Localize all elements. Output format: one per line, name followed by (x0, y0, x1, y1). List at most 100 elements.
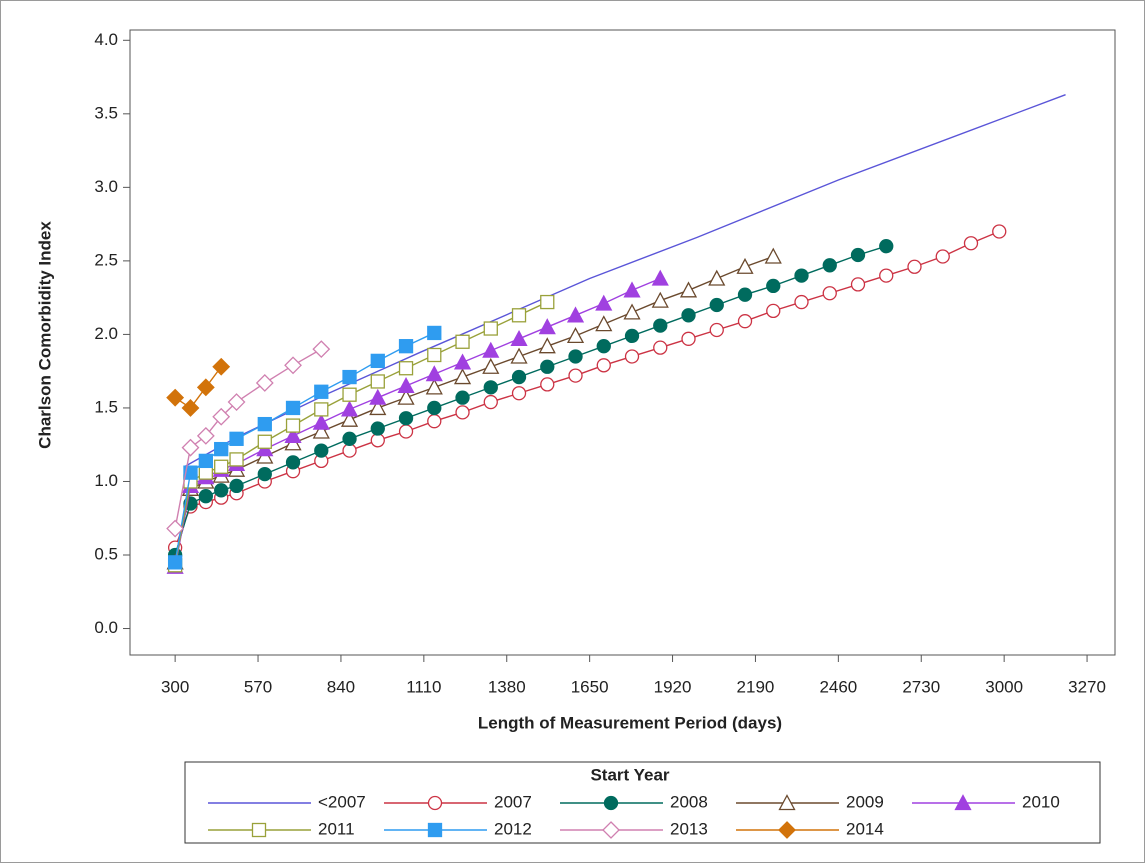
data-point (284, 427, 302, 444)
data-point (540, 294, 555, 310)
data-point (709, 297, 724, 313)
data-point (850, 277, 866, 292)
legend-label: 2014 (846, 819, 884, 838)
data-point (229, 478, 244, 494)
data-point (653, 318, 668, 333)
y-tick-label: 0.0 (94, 618, 118, 637)
data-point (595, 294, 613, 311)
data-point (257, 416, 272, 432)
x-tick-label: 3000 (985, 677, 1023, 696)
data-point (596, 339, 611, 354)
legend-label: 2007 (494, 792, 532, 811)
data-point (196, 378, 215, 397)
legend-marker (603, 795, 619, 811)
legend-marker (251, 822, 267, 838)
x-tick-label: 2730 (902, 677, 940, 696)
data-point (766, 303, 781, 319)
data-point (653, 340, 668, 355)
data-point (196, 426, 215, 445)
data-point (568, 349, 583, 364)
data-point (568, 368, 583, 383)
data-point (879, 268, 894, 283)
data-point (455, 334, 470, 349)
data-point (511, 369, 527, 385)
data-point (229, 452, 244, 467)
data-point (198, 489, 213, 504)
data-point (737, 287, 753, 302)
data-point (822, 258, 837, 273)
data-point (370, 433, 385, 448)
data-point (963, 236, 979, 251)
series-line (174, 301, 548, 566)
data-point (935, 249, 950, 264)
y-tick-label: 2.0 (94, 324, 118, 343)
data-point (255, 374, 274, 392)
data-point (257, 434, 272, 449)
data-point (181, 399, 200, 417)
data-point (314, 384, 329, 399)
x-tick-label: 2460 (819, 677, 857, 696)
series-line (174, 245, 887, 556)
data-point (427, 347, 442, 363)
y-tick-label: 2.5 (94, 250, 118, 269)
data-point (212, 407, 231, 426)
legend-title: Start Year (590, 765, 669, 784)
x-tick-label: 1110 (406, 677, 441, 696)
data-point (214, 483, 229, 498)
data-point (369, 399, 387, 416)
data-point (198, 453, 213, 469)
data-point (709, 322, 724, 338)
data-point (398, 411, 414, 426)
data-point (510, 329, 528, 346)
data-point (427, 400, 442, 416)
data-point (427, 325, 442, 341)
data-point (595, 315, 613, 332)
data-point (427, 414, 442, 429)
data-point (764, 247, 782, 264)
data-point (651, 291, 669, 308)
data-point (284, 356, 302, 375)
data-point (879, 239, 894, 254)
data-point (198, 465, 213, 480)
data-point (397, 388, 415, 405)
data-point (397, 377, 415, 394)
data-point (342, 431, 357, 446)
data-point (214, 441, 229, 457)
data-point (455, 405, 470, 420)
y-tick-label: 0.5 (94, 544, 118, 563)
data-point (369, 388, 387, 405)
data-point (681, 331, 696, 346)
data-point (183, 465, 198, 480)
data-point (538, 318, 556, 335)
data-point (623, 303, 641, 320)
x-tick-label: 3270 (1068, 677, 1106, 696)
legend-label: <2007 (318, 792, 366, 811)
data-point (425, 365, 443, 382)
data-point (483, 394, 498, 410)
legend-marker (427, 795, 443, 811)
data-point (453, 353, 472, 370)
data-point (708, 269, 726, 286)
x-axis-label: Length of Measurement Period (days) (478, 713, 782, 732)
series-line (174, 366, 222, 409)
data-point (538, 337, 556, 354)
x-tick-label: 570 (244, 677, 272, 696)
y-tick-label: 1.0 (94, 471, 118, 490)
data-point (181, 438, 200, 457)
y-tick-label: 1.5 (94, 397, 118, 416)
y-tick-label: 3.0 (94, 177, 118, 196)
data-point (681, 308, 696, 323)
data-point (679, 281, 698, 298)
legend-label: 2013 (670, 819, 708, 838)
data-point (370, 374, 385, 389)
x-tick-label: 1920 (654, 677, 692, 696)
data-point (370, 353, 385, 369)
data-point (766, 278, 781, 294)
data-point (285, 455, 301, 470)
legend-marker (778, 821, 796, 839)
legend-label: 2009 (846, 792, 884, 811)
data-point (540, 359, 555, 374)
data-point (340, 400, 359, 417)
data-point (596, 358, 611, 373)
data-point (737, 314, 753, 329)
